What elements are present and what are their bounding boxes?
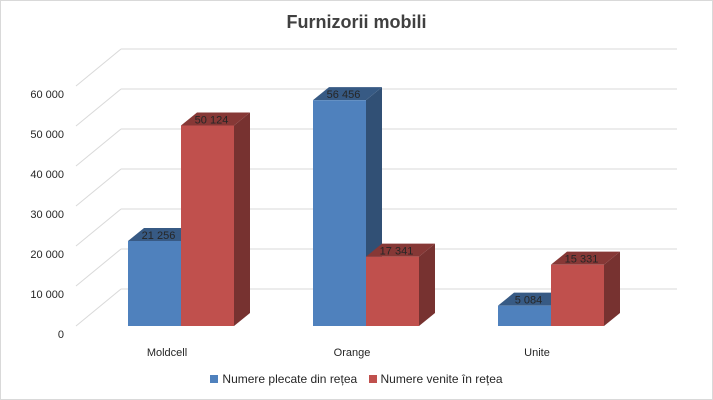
bar	[313, 100, 366, 327]
data-label: 5 084	[515, 295, 543, 307]
bar-top	[551, 251, 620, 265]
bar-top	[313, 87, 382, 101]
legend-item-series-1: Numere plecate din rețea	[210, 372, 357, 386]
y-tick-label: 10 000	[30, 289, 64, 301]
gridline-diagonal	[75, 128, 122, 167]
data-label: 21 256	[142, 230, 176, 242]
bar	[498, 305, 551, 326]
y-tick-label: 0	[58, 329, 64, 341]
bar	[128, 240, 181, 326]
gridline-diagonal	[75, 288, 122, 327]
bar-side	[234, 112, 250, 326]
bar-top	[128, 227, 197, 241]
bar-top	[498, 292, 567, 306]
data-label: 17 341	[380, 246, 414, 258]
gridline-diagonal	[75, 208, 122, 247]
legend-swatch-series-2	[368, 375, 377, 383]
legend-label-series-2: Numere venite în rețea	[380, 372, 503, 386]
bar-top	[181, 112, 250, 126]
y-tick-label: 20 000	[30, 249, 64, 261]
gridline-diagonal	[75, 88, 122, 127]
legend-swatch-series-1	[210, 375, 219, 383]
bar	[366, 256, 419, 326]
bar	[181, 125, 234, 326]
x-tick-label: Moldcell	[147, 347, 187, 359]
chart-legend: Numere plecate din rețea Numere venite î…	[0, 372, 713, 386]
x-tick-label: Orange	[334, 347, 371, 359]
y-tick-label: 60 000	[30, 89, 64, 101]
chart-title: Furnizorii mobili	[286, 12, 427, 32]
legend-item-series-2: Numere venite în rețea	[368, 372, 503, 386]
bar	[551, 264, 604, 326]
gridline-diagonal	[75, 168, 122, 207]
data-label: 56 456	[327, 89, 361, 101]
data-label: 50 124	[195, 115, 229, 127]
y-tick-label: 40 000	[30, 169, 64, 181]
x-tick-label: Unite	[524, 347, 550, 359]
legend-label-series-1: Numere plecate din rețea	[222, 372, 358, 386]
data-label: 15 331	[565, 254, 599, 266]
bar-side	[419, 243, 435, 326]
gridline-diagonal	[75, 248, 122, 287]
bar-top	[366, 243, 435, 257]
y-tick-label: 50 000	[30, 129, 64, 141]
y-tick-label: 30 000	[30, 209, 64, 221]
bar-side	[604, 251, 620, 326]
gridline-diagonal	[75, 48, 122, 87]
